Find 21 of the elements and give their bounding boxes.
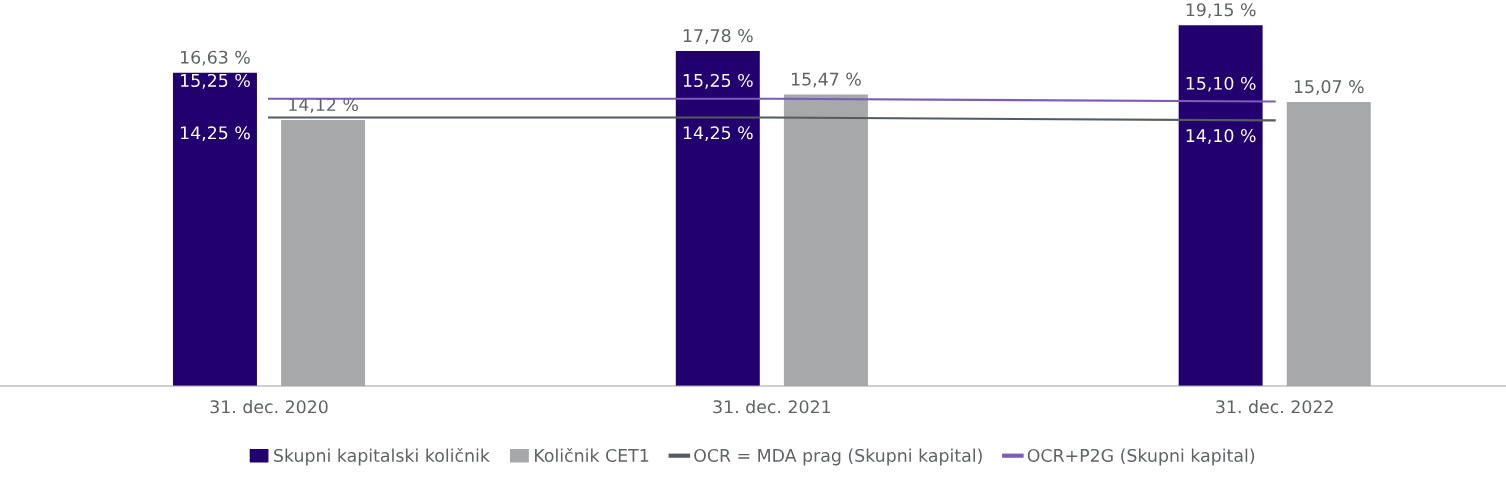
data-label: 15,25 % <box>683 73 753 89</box>
data-label: 15,25 % <box>181 73 250 89</box>
x-tick-label: 31. dec. 2022 <box>1216 399 1333 414</box>
legend-label: Skupni kapitalski količnik <box>274 447 490 466</box>
data-label: 15,07 % <box>1294 80 1364 95</box>
data-label: 14,25 % <box>181 126 250 142</box>
data-label: 14,10 % <box>1186 129 1256 144</box>
data-label: 16,63 % <box>181 50 250 66</box>
data-label: 15,47 % <box>791 72 861 88</box>
data-label: 14,25 % <box>683 126 753 142</box>
bar <box>1178 25 1263 386</box>
legend-label: OCR+P2G (Skupni kapital) <box>1027 448 1255 466</box>
data-label: 19,15 % <box>1186 3 1256 19</box>
legend-label: Količnik CET1 <box>535 447 649 463</box>
data-label: 15,10 % <box>1186 76 1256 92</box>
bar <box>172 72 257 386</box>
legend-label: OCR = MDA prag (Skupni kapital) <box>694 448 982 466</box>
bar <box>675 51 760 386</box>
x-tick-label: 31. dec. 2021 <box>713 399 831 414</box>
data-label: 17,78 % <box>683 29 753 44</box>
x-tick-label: 31. dec. 2020 <box>210 399 328 414</box>
